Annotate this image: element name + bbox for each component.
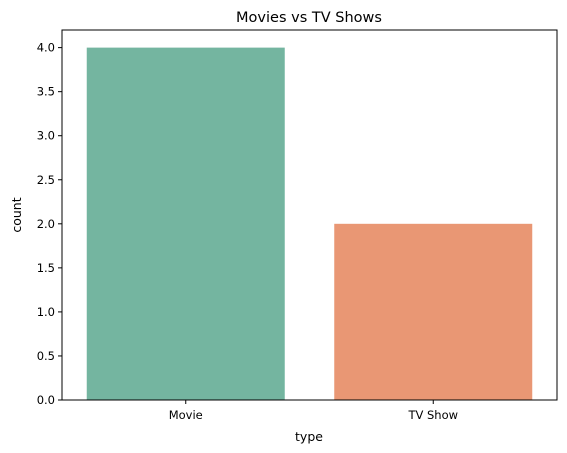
y-tick-label: 0.0 [37, 393, 55, 407]
y-tick-label: 2.5 [37, 173, 55, 187]
chart-title: Movies vs TV Shows [236, 10, 382, 26]
x-tick-label: TV Show [407, 408, 458, 422]
y-tick-label: 1.0 [37, 305, 55, 319]
y-tick-label: 0.5 [37, 349, 55, 363]
y-tick-label: 3.5 [37, 85, 55, 99]
plot-area: 0.0 0.5 1.0 1.5 2.0 2.5 3.0 3.5 4.0 Movie TV Show [37, 41, 533, 422]
plot-frame [61, 29, 558, 401]
y-tick-label: 4.0 [37, 41, 55, 55]
y-tick-label: 1.5 [37, 261, 55, 275]
y-tick-label: 2.0 [37, 217, 55, 231]
x-axis-label: type [295, 429, 323, 444]
bar-tv-show [334, 223, 533, 400]
y-axis-label: count [9, 197, 24, 232]
x-tick-label: Movie [169, 408, 203, 422]
y-tick-label: 3.0 [37, 129, 55, 143]
bar-movie [86, 47, 285, 400]
